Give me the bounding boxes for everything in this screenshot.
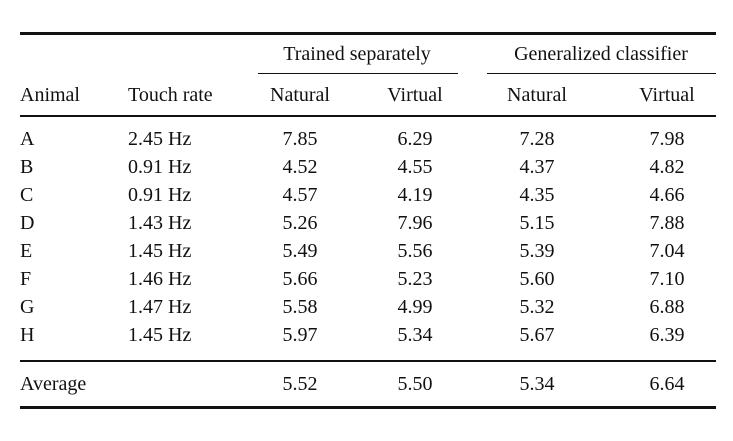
table-cell: 7.04 [649, 240, 685, 262]
table-cell: 5.60 [519, 268, 555, 290]
column-header: Virtual [387, 84, 443, 106]
table-cell: G [20, 296, 35, 318]
table-cell: 4.55 [397, 156, 433, 178]
table-cell: 4.52 [282, 156, 318, 178]
table-cell: 1.43 Hz [128, 212, 192, 234]
table-cell: C [20, 184, 34, 206]
group-rule-generalized [487, 73, 716, 75]
average-cell: Average [20, 373, 87, 395]
table-cell: 5.15 [519, 212, 555, 234]
table-cell: D [20, 212, 35, 234]
table-cell: A [20, 128, 35, 150]
table-cell: 4.37 [519, 156, 555, 178]
table-cell: 5.34 [397, 324, 433, 346]
table-cell: 4.35 [519, 184, 555, 206]
table-cell: 5.23 [397, 268, 433, 290]
group-rule-trained [258, 73, 458, 75]
table-cell: 1.45 Hz [128, 324, 192, 346]
table-cell: 4.99 [397, 296, 433, 318]
table-cell: 7.88 [649, 212, 685, 234]
table-cell: F [20, 268, 32, 290]
table-cell: B [20, 156, 34, 178]
table-cell: 7.96 [397, 212, 433, 234]
table-cell: H [20, 324, 35, 346]
table-cell: 5.49 [282, 240, 318, 262]
header-rule [20, 115, 716, 117]
column-header: Touch rate [128, 84, 213, 106]
table-cell: 0.91 Hz [128, 156, 192, 178]
table-cell: 5.39 [519, 240, 555, 262]
table-cell: 4.66 [649, 184, 685, 206]
table-cell: 2.45 Hz [128, 128, 192, 150]
table-cell: 5.32 [519, 296, 555, 318]
group-header-generalized: Generalized classifier [514, 43, 688, 65]
table-cell: 0.91 Hz [128, 184, 192, 206]
table-cell: 1.46 Hz [128, 268, 192, 290]
table-cell: 5.66 [282, 268, 318, 290]
average-cell: 5.50 [397, 373, 433, 395]
table-cell: 7.10 [649, 268, 685, 290]
table-cell: 5.67 [519, 324, 555, 346]
table-cell: 4.19 [397, 184, 433, 206]
table-cell: 1.47 Hz [128, 296, 192, 318]
table-cell: 5.26 [282, 212, 318, 234]
table-cell: E [20, 240, 33, 262]
table-cell: 5.58 [282, 296, 318, 318]
table-cell: 5.97 [282, 324, 318, 346]
table-cell: 4.82 [649, 156, 685, 178]
column-header: Natural [507, 84, 567, 106]
average-cell: 5.52 [282, 373, 318, 395]
group-header-trained: Trained separately [283, 43, 431, 65]
table-cell: 1.45 Hz [128, 240, 192, 262]
column-header: Virtual [639, 84, 695, 106]
column-header: Animal [20, 84, 80, 106]
table-cell: 7.28 [519, 128, 555, 150]
table-cell: 6.29 [397, 128, 433, 150]
average-cell: 6.64 [649, 373, 685, 395]
column-header: Natural [270, 84, 330, 106]
bottom-rule [20, 406, 716, 409]
table-cell: 4.57 [282, 184, 318, 206]
top-rule [20, 32, 716, 35]
table-cell: 6.39 [649, 324, 685, 346]
average-rule [20, 360, 716, 362]
table-cell: 5.56 [397, 240, 433, 262]
table-cell: 7.85 [282, 128, 318, 150]
table-cell: 6.88 [649, 296, 685, 318]
table-cell: 7.98 [649, 128, 685, 150]
average-cell: 5.34 [519, 373, 555, 395]
